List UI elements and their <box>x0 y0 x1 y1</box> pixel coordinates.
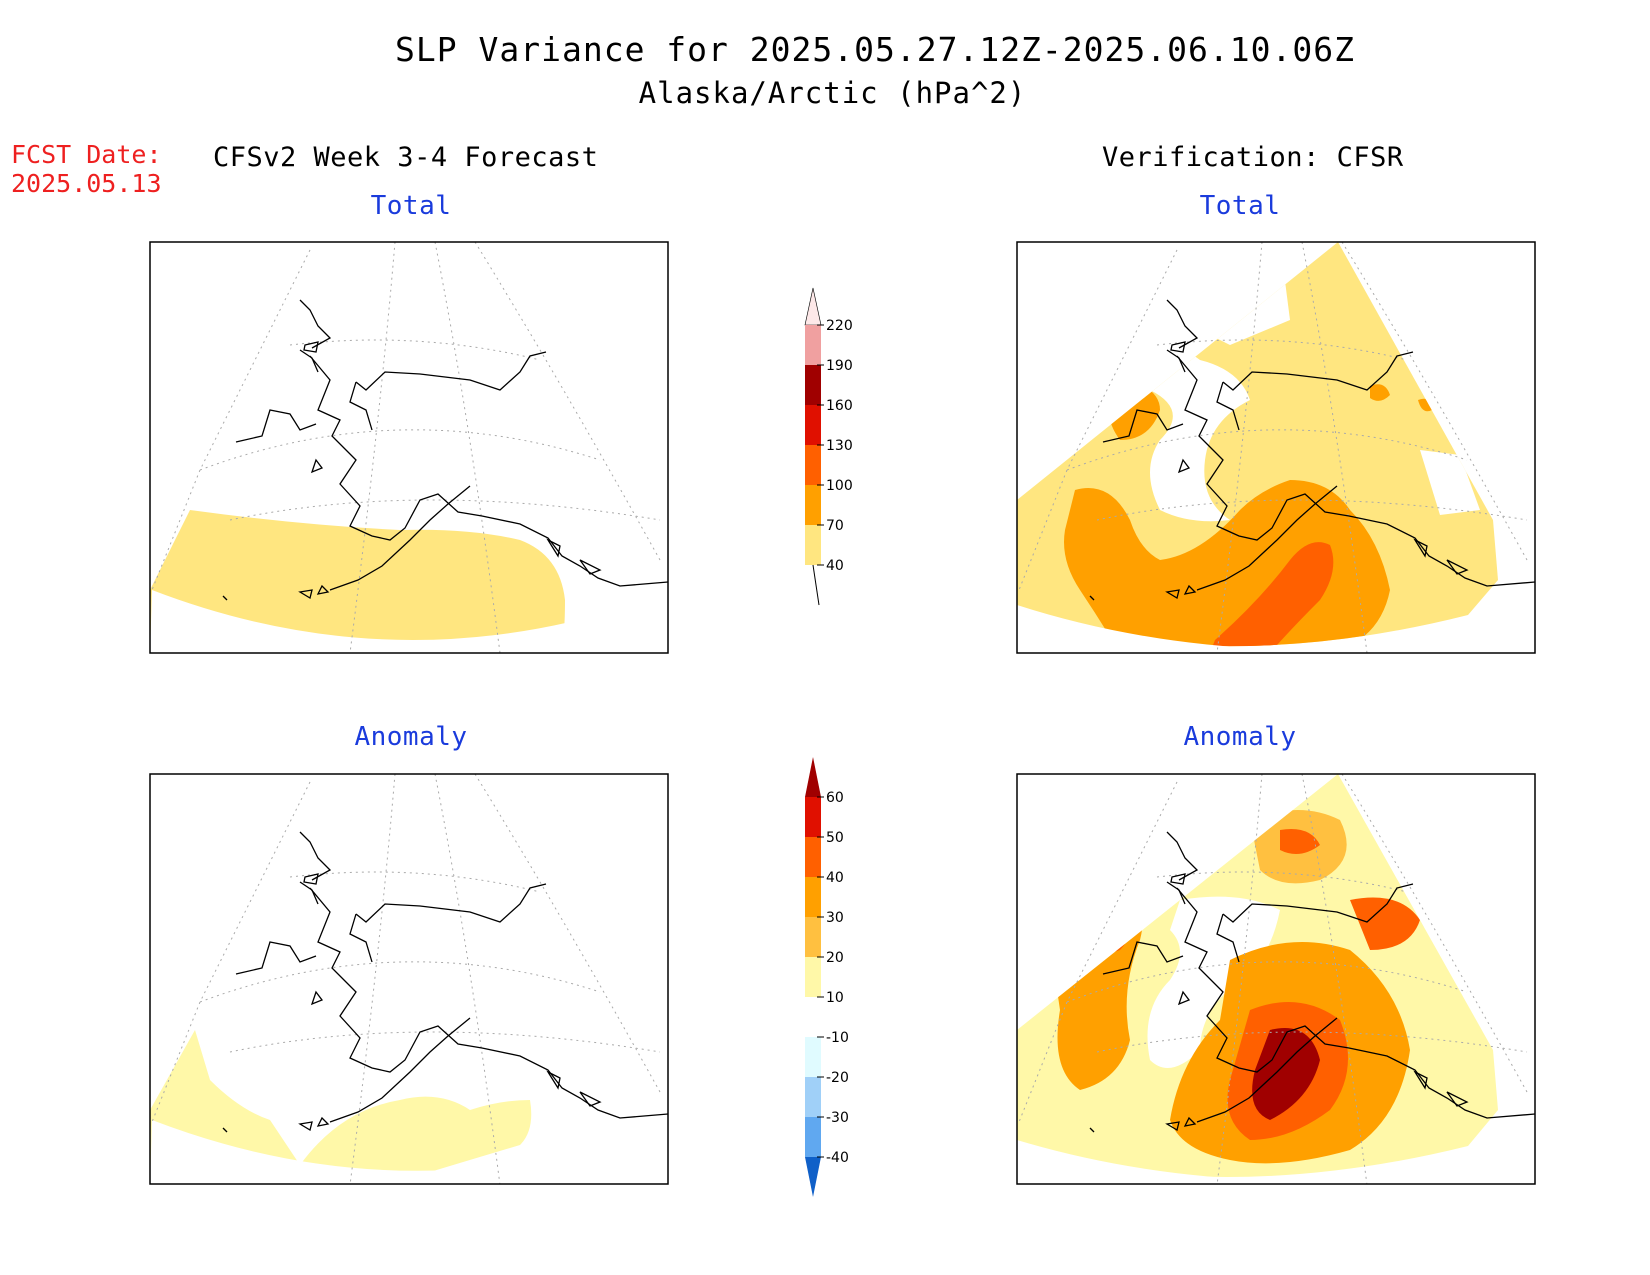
fcst-date-block: FCST Date: 2025.05.13 <box>11 140 162 198</box>
colorbar-segment <box>805 1077 821 1117</box>
anomaly-10-20-region <box>150 1030 532 1184</box>
variance-100-130-region <box>1210 542 1334 647</box>
colorbar-tick-label: 160 <box>826 398 853 414</box>
anomaly-40-50-region <box>1350 897 1420 950</box>
fcst-date-value: 2025.05.13 <box>11 169 162 198</box>
verification-total-title: Total <box>1199 191 1281 221</box>
anomaly-40-50-region <box>1280 829 1320 854</box>
projection-outside-region <box>150 590 668 653</box>
colorbar-segment <box>805 1037 821 1077</box>
colorbar-segment <box>805 405 821 445</box>
colorbar-segment <box>805 877 821 917</box>
variance-40-70-region <box>150 510 565 653</box>
fcst-date-label: FCST Date: <box>11 140 162 169</box>
colorbar-segment <box>805 525 821 565</box>
page-title: SLP Variance for 2025.05.27.12Z-2025.06.… <box>395 30 1355 69</box>
verification-total-frame <box>1016 241 1536 654</box>
colorbar-tick-label: 70 <box>826 518 844 534</box>
colorbar-segment <box>805 365 821 405</box>
colorbar-tick-label: 60 <box>826 790 844 806</box>
colorbar-arrow-top <box>805 757 821 797</box>
anomaly-above-60-region <box>1252 1028 1320 1120</box>
colorbar-tick-label: -40 <box>826 1150 849 1166</box>
colorbar-tick-label: -30 <box>826 1110 849 1126</box>
colorbar-tick-label: 130 <box>826 438 853 454</box>
colorbar-tick-label: 30 <box>826 910 844 926</box>
colorbar-segment <box>805 445 821 485</box>
colorbar-segment <box>805 837 821 877</box>
forecast-total-title: Total <box>370 191 452 221</box>
colorbar-segment <box>805 797 821 837</box>
verification-total-map <box>1017 242 1535 653</box>
colorbar-arrow-bottom <box>805 1157 821 1197</box>
colorbar-segment <box>805 997 821 1037</box>
colorbar-segment <box>805 485 821 525</box>
projection-outside-region <box>150 1120 668 1184</box>
forecast-anomaly-frame <box>149 773 669 1185</box>
anomaly-minus-10-region <box>1200 788 1240 807</box>
colorbar-segment <box>805 1117 821 1157</box>
colorbar-segment <box>805 325 821 365</box>
anomaly-40-50-region <box>1080 876 1134 953</box>
colorbar-tick-label: 20 <box>826 950 844 966</box>
projection-outside-region <box>1017 1140 1535 1184</box>
anomaly-colorbar: 60 50 40 30 20 10 -10 -20 -30 -40 <box>805 757 849 1197</box>
variance-70-100-region <box>1370 384 1390 401</box>
forecast-column-title: CFSv2 Week 3-4 Forecast <box>213 142 599 173</box>
verification-column-title: Verification: CFSR <box>1102 142 1404 173</box>
colorbar-tick-label: 50 <box>826 830 844 846</box>
colorbar-tick-label: 40 <box>826 558 844 574</box>
colorbar-tick-label: -10 <box>826 1030 849 1046</box>
verification-anomaly-frame <box>1016 773 1536 1185</box>
verification-anomaly-map <box>1017 774 1535 1184</box>
alaska-coastline <box>222 831 668 1133</box>
page-subtitle: Alaska/Arctic (hPa^2) <box>638 76 1027 110</box>
colorbar-tick-label: 10 <box>826 990 844 1006</box>
colorbar-segment <box>805 957 821 997</box>
colorbar-tick-label: 190 <box>826 358 853 374</box>
colorbar-tick-label: -20 <box>826 1070 849 1086</box>
colorbar-tick-label: 100 <box>826 478 853 494</box>
verification-anomaly-title: Anomaly <box>1183 722 1297 752</box>
forecast-total-frame <box>149 241 669 654</box>
projection-outside-region <box>1017 605 1535 653</box>
colorbar-stub <box>812 564 820 606</box>
colorbar-tick-label: 220 <box>826 318 853 334</box>
forecast-total-map <box>150 242 668 653</box>
anomaly-50-60-region <box>1095 899 1120 924</box>
colorbar-cap-top <box>804 287 822 326</box>
colorbar-tick-label: 40 <box>826 870 844 886</box>
colorbar-segment <box>805 917 821 957</box>
forecast-anomaly-title: Anomaly <box>354 722 468 752</box>
forecast-anomaly-map <box>150 774 668 1184</box>
total-colorbar: 40 70 100 130 160 190 220 <box>804 287 853 606</box>
variance-below-40-region <box>1420 450 1480 515</box>
